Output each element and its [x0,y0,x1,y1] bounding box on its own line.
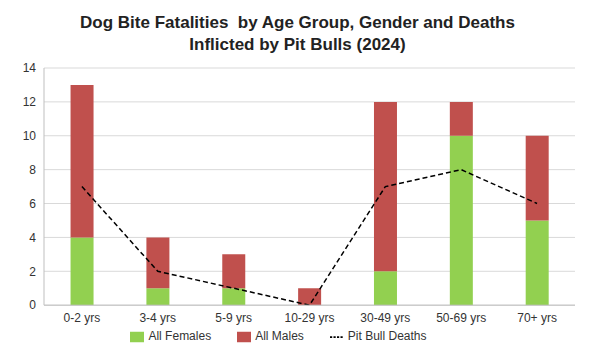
svg-text:10: 10 [23,129,37,143]
svg-text:8: 8 [29,163,36,177]
svg-text:70+ yrs: 70+ yrs [517,311,557,325]
html-text:All Females: All Females [148,329,212,344]
svg-text:3-4 yrs: 3-4 yrs [139,311,176,325]
svg-text:2: 2 [29,265,36,279]
svg-text:50-69 yrs: 50-69 yrs [436,311,486,325]
svg-text:4: 4 [29,231,36,245]
svg-text:14: 14 [23,61,37,75]
svg-text:0-2 yrs: 0-2 yrs [64,311,101,325]
html-text:All Males: All Males [255,329,304,344]
svg-text:10-29 yrs: 10-29 yrs [284,311,334,325]
html-text:Pit Bull Deaths: Pit Bull Deaths [347,329,427,344]
svg-text:6: 6 [29,197,36,211]
svg-text:0: 0 [29,298,36,312]
svg-text:5-9 yrs: 5-9 yrs [215,311,252,325]
svg-text:30-49 yrs: 30-49 yrs [360,311,410,325]
html-text:Dog Bite Fatalities by Age Gro: Dog Bite Fatalities by Age Group, Gender… [80,13,520,54]
svg-text:12: 12 [23,95,37,109]
